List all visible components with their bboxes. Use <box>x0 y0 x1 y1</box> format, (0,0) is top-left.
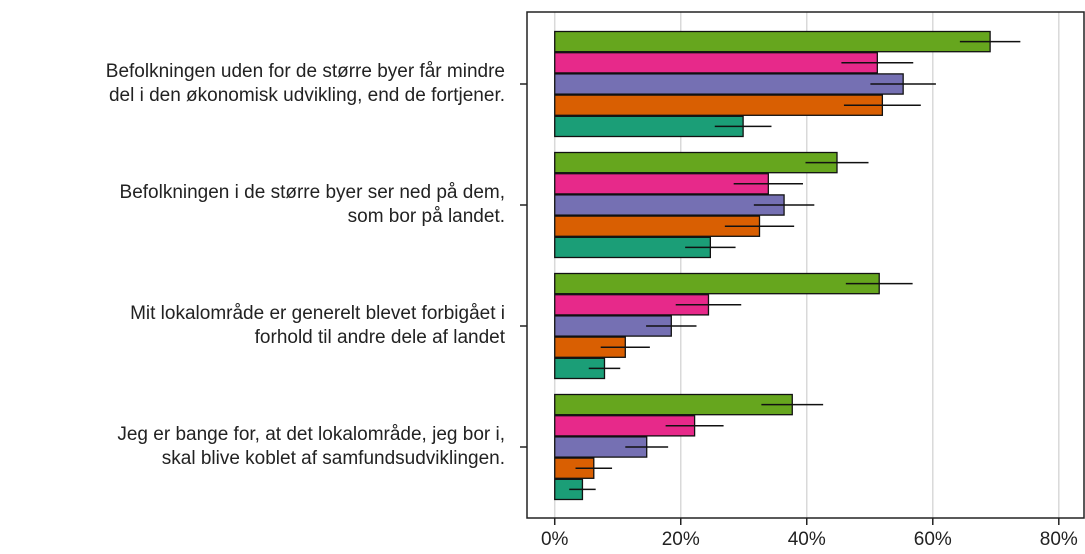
bar <box>554 393 793 416</box>
y-tick-label: Jeg er bange for, at det lokalområde, je… <box>117 424 505 445</box>
x-tick-label: 20% <box>662 529 700 550</box>
plot-frame <box>526 11 1085 519</box>
bar <box>554 272 880 295</box>
y-tick-label: som bor på landet. <box>348 206 505 227</box>
bar <box>554 73 904 95</box>
bar <box>554 94 884 116</box>
bar <box>554 30 991 53</box>
bar <box>554 52 878 74</box>
x-tick-label: 80% <box>1040 529 1078 550</box>
x-tick-label: 0% <box>541 529 569 550</box>
bar <box>554 151 838 174</box>
y-tick-label: forhold til andre dele af landet <box>255 327 506 348</box>
x-tick-label: 40% <box>788 529 826 550</box>
y-tick-label: del i den økonomisk udvikling, end de fo… <box>109 85 505 106</box>
y-tick-label: skal blive koblet af samfundsudviklingen… <box>162 448 505 469</box>
bar <box>554 194 785 216</box>
y-tick-label: Befolkningen i de større byer ser ned på… <box>120 182 505 203</box>
x-tick-label: 60% <box>914 529 952 550</box>
y-tick-label: Befolkningen uden for de større byer får… <box>106 61 505 82</box>
y-tick-label: Mit lokalområde er generelt blevet forbi… <box>130 303 505 324</box>
